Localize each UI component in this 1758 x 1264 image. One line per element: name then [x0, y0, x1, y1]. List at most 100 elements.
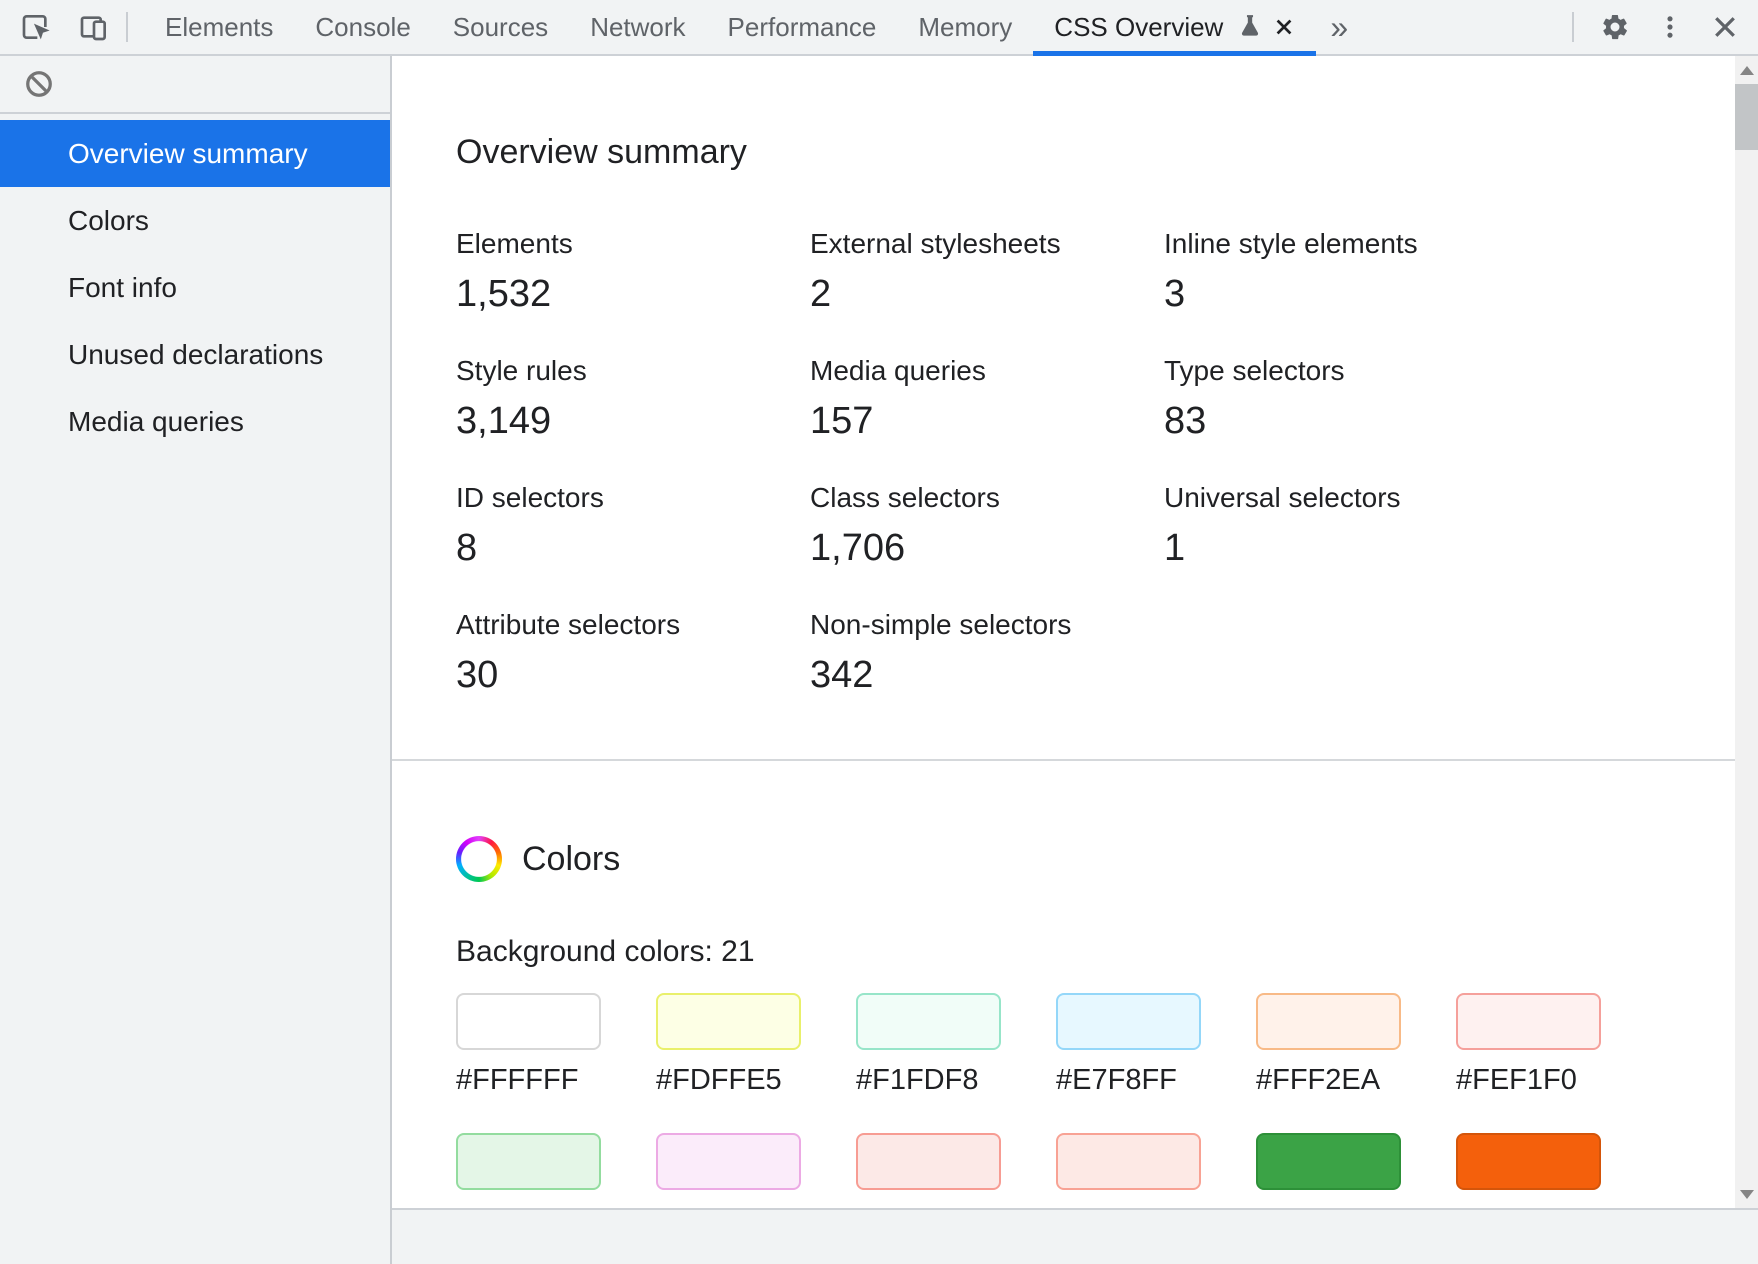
- color-swatch[interactable]: [1056, 993, 1201, 1050]
- tab-label: Elements: [165, 12, 273, 43]
- stat-non-simple-selectors: Non-simple selectors 342: [810, 607, 1164, 699]
- stat-inline-style-elements: Inline style elements 3: [1164, 226, 1519, 318]
- color-swatch[interactable]: [1256, 993, 1401, 1050]
- section-divider: [392, 759, 1758, 761]
- summary-stats-grid: Elements 1,532 External stylesheets2 Inli…: [456, 226, 1671, 699]
- close-devtools-icon[interactable]: [1710, 12, 1740, 42]
- hex-label: #FDFFE5: [656, 1062, 801, 1098]
- css-overview-content: Overview summary Elements 1,532 External …: [392, 56, 1758, 1264]
- devtools-toolbar: Elements Console Sources Network Perform…: [0, 0, 1758, 56]
- background-colors-hex-labels: #FFFFFF #FDFFE5 #F1FDF8 #E7F8FF #FFF2EA …: [456, 1062, 1671, 1098]
- color-swatch[interactable]: [856, 993, 1001, 1050]
- tab-label: Console: [315, 12, 410, 43]
- inspect-icon[interactable]: [20, 11, 52, 43]
- color-swatch[interactable]: [856, 1133, 1001, 1190]
- sidebar-item-font-info[interactable]: Font info: [0, 254, 390, 321]
- tab-console[interactable]: Console: [294, 0, 431, 54]
- tab-performance[interactable]: Performance: [707, 0, 898, 54]
- stat-value: 3: [1164, 270, 1519, 318]
- color-swatch[interactable]: [456, 993, 601, 1050]
- background-colors-row-2: [456, 1133, 1671, 1190]
- stat-value: 1,706: [810, 524, 1164, 572]
- stat-id-selectors: ID selectors 8: [456, 480, 810, 572]
- sidebar-item-media-queries[interactable]: Media queries: [0, 388, 390, 455]
- tab-sources[interactable]: Sources: [432, 0, 569, 54]
- stat-type-selectors: Type selectors 83: [1164, 353, 1519, 445]
- stat-value: 83: [1164, 397, 1519, 445]
- stat-label: Non-simple selectors: [810, 607, 1164, 643]
- stat-universal-selectors: Universal selectors1: [1164, 480, 1519, 572]
- settings-icon[interactable]: [1600, 12, 1630, 42]
- devtools-window: Elements Console Sources Network Perform…: [0, 0, 1758, 1264]
- sidebar-toolbar: [0, 56, 390, 114]
- menu-icon[interactable]: [1656, 13, 1684, 41]
- stat-label: Style rules: [456, 353, 810, 389]
- stat-label: ID selectors: [456, 480, 810, 516]
- stat-label: Media queries: [810, 353, 1164, 389]
- stat-value: 8: [456, 524, 810, 572]
- scrollbar-down-icon[interactable]: [1735, 1182, 1758, 1206]
- stat-label: Class selectors: [810, 480, 1164, 516]
- stat-value: 2: [810, 270, 1164, 318]
- stat-label: Inline style elements: [1164, 226, 1519, 262]
- stat-style-rules: Style rules 3,149: [456, 353, 810, 445]
- panel-tabs: Elements Console Sources Network Perform…: [144, 0, 1316, 54]
- sidebar-item-unused-declarations[interactable]: Unused declarations: [0, 321, 390, 388]
- stat-value: 30: [456, 651, 810, 699]
- tab-elements[interactable]: Elements: [144, 0, 294, 54]
- hex-label: #FFF2EA: [1256, 1062, 1401, 1098]
- hex-label: #F1FDF8: [856, 1062, 1001, 1098]
- stat-value: 1: [1164, 524, 1519, 572]
- hex-label: #FEF1F0: [1456, 1062, 1601, 1098]
- tab-label: CSS Overview: [1054, 12, 1223, 43]
- hex-label: #E7F8FF: [1056, 1062, 1201, 1098]
- colors-section-header: Colors: [456, 836, 1671, 882]
- tab-label: Memory: [918, 12, 1012, 43]
- stat-media-queries: Media queries157: [810, 353, 1164, 445]
- toolbar-right-controls: [1572, 0, 1758, 54]
- stat-label: Type selectors: [1164, 353, 1519, 389]
- scrollbar-up-icon[interactable]: [1735, 58, 1758, 82]
- stat-class-selectors: Class selectors 1,706: [810, 480, 1164, 572]
- stat-external-stylesheets: External stylesheets2: [810, 226, 1164, 318]
- color-swatch[interactable]: [656, 1133, 801, 1190]
- device-toolbar-icon[interactable]: [78, 11, 110, 43]
- color-swatch[interactable]: [1056, 1133, 1201, 1190]
- color-swatch[interactable]: [1456, 1133, 1601, 1190]
- hex-label: #FFFFFF: [456, 1062, 601, 1098]
- sidebar-item-colors[interactable]: Colors: [0, 187, 390, 254]
- stat-label: Attribute selectors: [456, 607, 810, 643]
- more-tabs-icon[interactable]: »: [1316, 0, 1362, 54]
- background-colors-label: Background colors: 21: [456, 932, 1671, 972]
- stat-attribute-selectors: Attribute selectors 30: [456, 607, 810, 699]
- vertical-scrollbar[interactable]: [1735, 56, 1758, 1208]
- sidebar-nav: Overview summary Colors Font info Unused…: [0, 120, 390, 455]
- color-swatch[interactable]: [656, 993, 801, 1050]
- toolbar-separator: [126, 12, 128, 42]
- stat-label: Elements: [456, 226, 810, 262]
- tab-network[interactable]: Network: [569, 0, 706, 54]
- tab-css-overview[interactable]: CSS Overview: [1033, 0, 1316, 54]
- stat-elements: Elements 1,532: [456, 226, 810, 318]
- page-title: Overview summary: [456, 129, 1671, 175]
- colors-section-title: Colors: [522, 840, 620, 879]
- sidebar-item-overview-summary[interactable]: Overview summary: [0, 120, 390, 187]
- toolbar-left-icons: [0, 0, 144, 54]
- stat-value: 3,149: [456, 397, 810, 445]
- toolbar-separator: [1572, 12, 1574, 42]
- color-wheel-icon: [456, 836, 502, 882]
- scrollbar-thumb[interactable]: [1735, 84, 1758, 150]
- close-tab-icon[interactable]: [1273, 16, 1295, 38]
- stat-value: 342: [810, 651, 1164, 699]
- clear-overview-icon[interactable]: [24, 69, 54, 99]
- color-swatch[interactable]: [1456, 993, 1601, 1050]
- tab-label: Performance: [728, 12, 877, 43]
- content-footer-strip: [392, 1208, 1758, 1264]
- stat-value: 1,532: [456, 270, 810, 318]
- background-colors-row-1: [456, 993, 1671, 1050]
- color-swatch[interactable]: [1256, 1133, 1401, 1190]
- experiment-icon: [1237, 14, 1263, 40]
- color-swatch[interactable]: [456, 1133, 601, 1190]
- tab-memory[interactable]: Memory: [897, 0, 1033, 54]
- tab-label: Sources: [453, 12, 548, 43]
